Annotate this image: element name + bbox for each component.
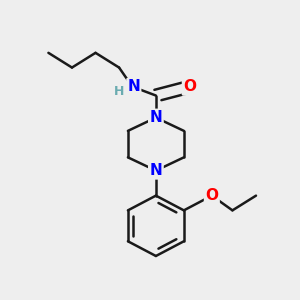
Text: N: N bbox=[128, 79, 140, 94]
Text: O: O bbox=[183, 79, 196, 94]
Text: N: N bbox=[149, 163, 162, 178]
Text: H: H bbox=[114, 85, 124, 98]
Text: O: O bbox=[205, 188, 218, 203]
Text: N: N bbox=[149, 110, 162, 125]
